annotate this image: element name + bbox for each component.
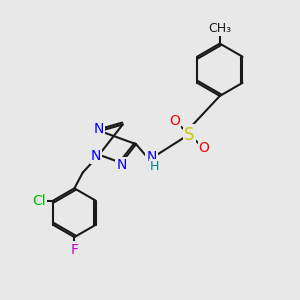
Text: H: H	[150, 160, 159, 173]
Text: F: F	[70, 243, 78, 256]
Text: CH₃: CH₃	[208, 22, 231, 34]
Text: S: S	[184, 125, 194, 143]
Text: N: N	[116, 158, 127, 172]
Text: O: O	[169, 114, 180, 128]
Text: O: O	[199, 141, 209, 155]
Text: N: N	[146, 150, 157, 164]
Text: N: N	[91, 149, 101, 163]
Text: N: N	[93, 122, 103, 136]
Text: Cl: Cl	[32, 194, 46, 208]
